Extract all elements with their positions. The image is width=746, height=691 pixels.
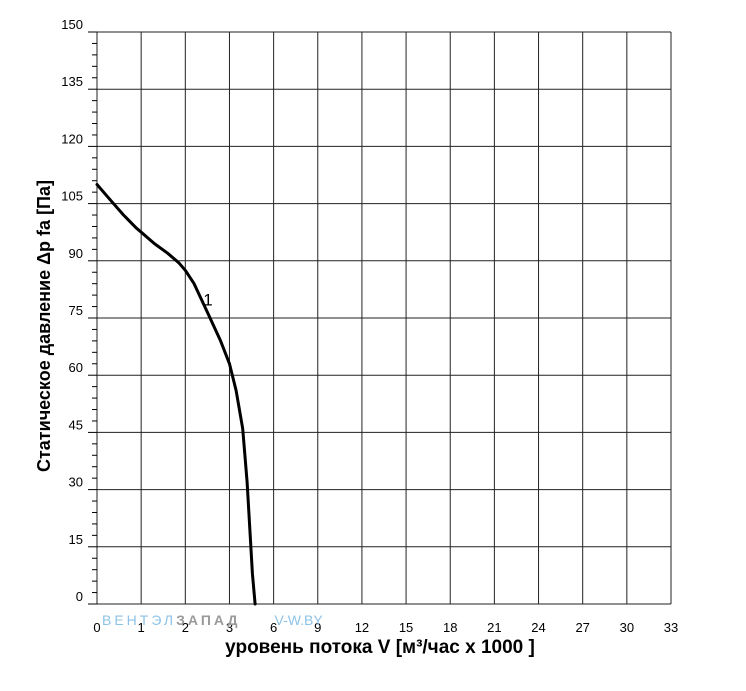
y-tick-label: 105: [61, 189, 83, 204]
y-tick-label: 45: [69, 417, 83, 432]
watermark: ВЕНТЭЛЗАПАД V-W.BY: [102, 612, 323, 628]
x-tick-label: 18: [443, 620, 457, 635]
y-tick-label: 0: [76, 589, 83, 604]
y-tick-label: 150: [61, 17, 83, 32]
x-tick-label: 9: [314, 620, 321, 635]
y-tick-label: 75: [69, 303, 83, 318]
x-tick-label: 33: [664, 620, 678, 635]
y-tick-label: 60: [69, 360, 83, 375]
series-label: 1: [203, 290, 212, 309]
series-layer: 1: [95, 183, 257, 606]
x-tick-label: 24: [531, 620, 545, 635]
x-tick-label: 1: [138, 620, 145, 635]
watermark-part2: ЗАПАД: [176, 612, 240, 628]
y-tick-label: 15: [69, 532, 83, 547]
watermark-part1: ВЕНТЭЛ: [102, 612, 176, 628]
y-tick-label: 30: [69, 475, 83, 490]
x-tick-label: 6: [270, 620, 277, 635]
x-axis-label: уровень потока V [м³/час x 1000 ]: [225, 637, 535, 658]
grid: [96, 31, 672, 605]
x-tick-label: 21: [487, 620, 501, 635]
x-tick-label: 0: [93, 620, 100, 635]
x-tick-label: 2: [182, 620, 189, 635]
watermark-part3: V-W.BY: [275, 612, 324, 628]
y-tick-label: 135: [61, 74, 83, 89]
y-axis-ticks: [88, 31, 97, 605]
x-tick-label: 27: [575, 620, 589, 635]
series-line: [95, 183, 257, 606]
y-tick-label: 90: [69, 246, 83, 261]
x-axis-tick-labels: 0 1 2 3 6 9 12 15 18 21 24 27 30 33: [93, 620, 678, 635]
y-axis-tick-labels: 0 15 30 45 60 75 90 105 120 135 150: [61, 17, 83, 604]
y-tick-label: 120: [61, 131, 83, 146]
x-tick-label: 12: [355, 620, 369, 635]
y-axis-label: Статическое давление Δp fa [Па]: [34, 180, 54, 472]
x-tick-label: 30: [620, 620, 634, 635]
x-tick-label: 15: [399, 620, 413, 635]
x-tick-label: 3: [226, 620, 233, 635]
